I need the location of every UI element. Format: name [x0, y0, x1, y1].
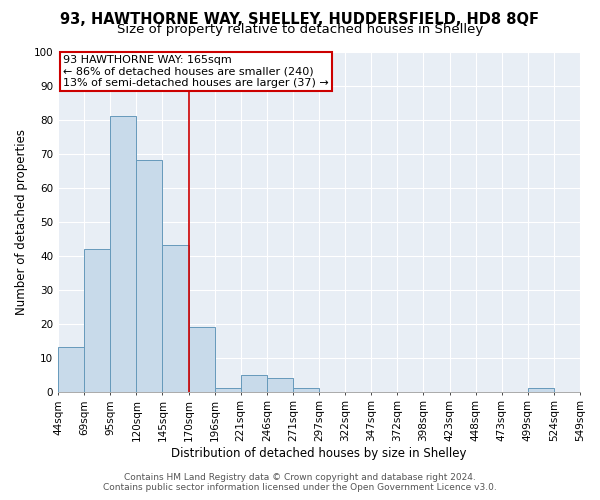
Y-axis label: Number of detached properties: Number of detached properties	[15, 128, 28, 314]
Text: Contains HM Land Registry data © Crown copyright and database right 2024.
Contai: Contains HM Land Registry data © Crown c…	[103, 473, 497, 492]
Text: 93, HAWTHORNE WAY, SHELLEY, HUDDERSFIELD, HD8 8QF: 93, HAWTHORNE WAY, SHELLEY, HUDDERSFIELD…	[61, 12, 539, 28]
Bar	[293, 388, 319, 392]
Bar	[528, 388, 554, 392]
Bar	[136, 160, 163, 392]
Bar	[110, 116, 136, 392]
Bar	[58, 348, 84, 392]
Bar	[267, 378, 293, 392]
Bar	[241, 374, 267, 392]
Bar	[163, 246, 188, 392]
Bar	[84, 249, 110, 392]
Text: 93 HAWTHORNE WAY: 165sqm
← 86% of detached houses are smaller (240)
13% of semi-: 93 HAWTHORNE WAY: 165sqm ← 86% of detach…	[63, 55, 329, 88]
Bar	[188, 327, 215, 392]
Text: Size of property relative to detached houses in Shelley: Size of property relative to detached ho…	[117, 22, 483, 36]
Bar	[215, 388, 241, 392]
X-axis label: Distribution of detached houses by size in Shelley: Distribution of detached houses by size …	[171, 447, 467, 460]
